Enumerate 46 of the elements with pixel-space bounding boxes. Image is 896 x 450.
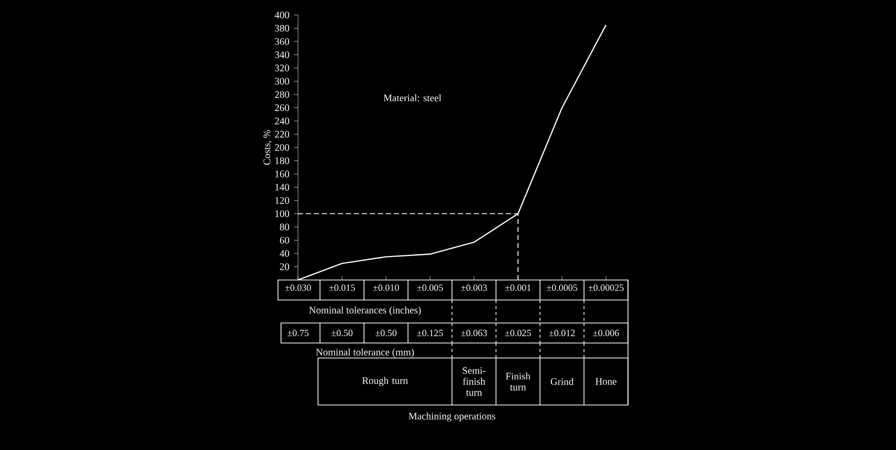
y-tick-label: 300 (275, 78, 290, 85)
x-tick-label: ±0.030 (285, 284, 311, 291)
y-tick-label: 100 (275, 210, 290, 218)
text: Machining operations (408, 412, 496, 422)
y-tick-label: 60 (280, 236, 290, 244)
x-tick-label: ±0.003 (461, 284, 487, 291)
y-tick-label: 260 (274, 104, 290, 112)
text: ±0.50 (376, 330, 397, 336)
y-tick-label: 120 (275, 197, 290, 204)
annotation: Material: steel (384, 94, 442, 102)
x-tick-label: ±0.00025 (588, 284, 624, 291)
text: ±0.012 (549, 330, 575, 336)
text: ±0.063 (461, 330, 487, 336)
x-tick-label: ±0.005 (417, 284, 443, 291)
text: Semi-finish turn (462, 367, 486, 396)
y-tick-label: 220 (274, 130, 290, 138)
y-tick-label: 160 (275, 170, 290, 178)
text: Finish turn (506, 372, 530, 390)
y-tick-label: 140 (275, 184, 290, 191)
y-tick-label: 20 (280, 263, 290, 270)
text: Grind (550, 378, 574, 385)
y-tick-label: 240 (274, 118, 290, 124)
y-tick-label: 80 (280, 224, 290, 230)
text: ±0.50 (332, 330, 353, 336)
text: ±0.025 (505, 330, 531, 336)
y-tick-label: 280 (274, 91, 290, 98)
text: Nominal tolerance (mm) (316, 348, 414, 358)
x-axis-title: Nominal tolerances (inches) (309, 306, 421, 316)
text: ±0.125 (417, 330, 443, 336)
y-tick-label: 40 (280, 250, 290, 257)
y-tick-label: 380 (275, 24, 290, 32)
text: ±0.006 (593, 330, 619, 336)
x-tick-label: ±0.015 (329, 284, 355, 291)
x-tick-label: ±0.001 (505, 284, 531, 291)
text: ±0.75 (288, 330, 309, 336)
y-tick-label: 180 (275, 157, 290, 164)
text: Rough turn (362, 376, 408, 386)
x-tick-label: ±0.0005 (546, 284, 578, 291)
text: Hone (595, 378, 616, 385)
x-tick-label: ±0.010 (373, 284, 399, 291)
y-tick-label: 320 (275, 64, 290, 72)
y-axis-title: Costs, % (264, 130, 272, 165)
y-tick-label: 340 (275, 51, 290, 58)
y-tick-label: 200 (274, 144, 290, 151)
y-tick-label: 400 (274, 12, 290, 18)
y-tick-label: 360 (275, 38, 290, 45)
